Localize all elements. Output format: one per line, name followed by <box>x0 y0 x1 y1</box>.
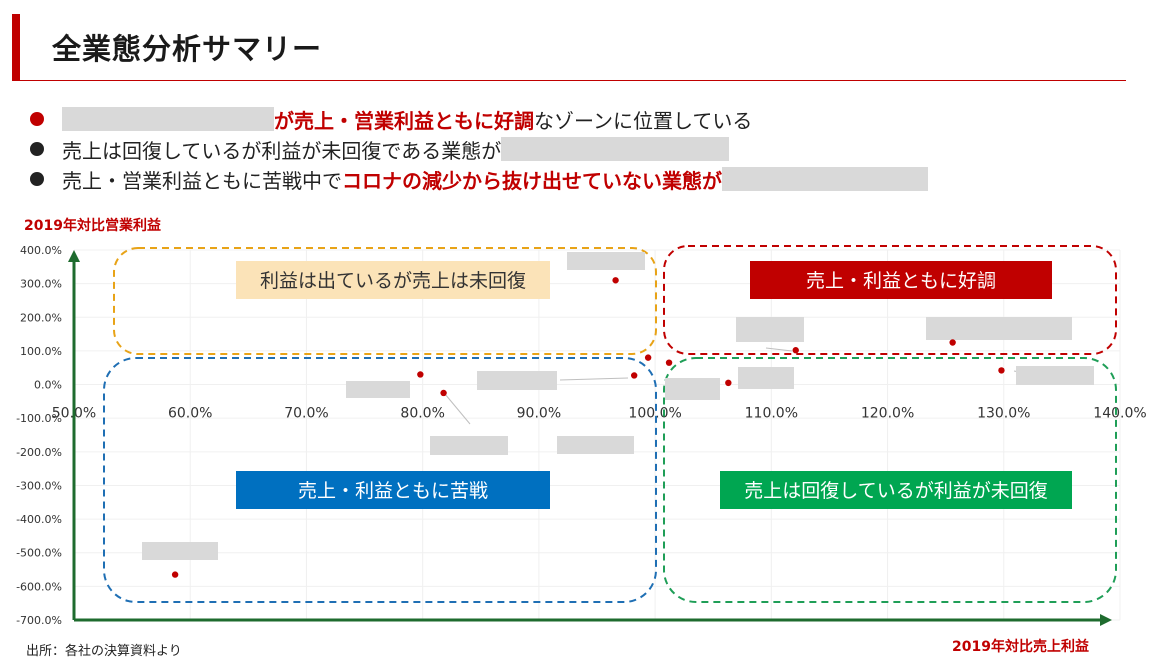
scatter-point <box>665 359 673 366</box>
redacted-label <box>1016 366 1094 385</box>
x-tick-label: 130.0% <box>977 406 1030 422</box>
y-tick-label: 300.0% <box>20 278 62 291</box>
redacted-label <box>738 367 794 389</box>
y-tick-label: 200.0% <box>20 311 62 324</box>
redacted-label <box>665 378 720 400</box>
bullet-dot <box>30 172 44 186</box>
zone-label-bg-profit-only <box>236 261 550 299</box>
scatter-point <box>792 347 799 354</box>
zone-label-sales-recovered: 売上は回復しているが利益が未回復 <box>744 480 1047 502</box>
zone-box-both-struggling <box>103 357 657 603</box>
zone-box-sales-recovered <box>663 357 1117 603</box>
scatter-point <box>630 372 638 379</box>
y-tick-label: -400.0% <box>16 513 62 526</box>
scatter-point <box>725 379 732 387</box>
redacted-label <box>346 381 410 398</box>
scatter-point <box>998 367 1005 374</box>
redacted-label <box>736 317 804 342</box>
title-accent-bar <box>12 14 20 80</box>
zone-label-both-struggling: 売上・利益ともに苦戦 <box>298 480 488 502</box>
redacted-label <box>430 436 508 455</box>
redacted-point-labels <box>142 252 1094 560</box>
x-axis-arrow-icon <box>1100 614 1112 626</box>
y-tick-label: 100.0% <box>20 345 62 358</box>
y-tick-label: -300.0% <box>16 479 62 492</box>
zone-box-profit-only <box>113 247 657 355</box>
x-tick-label: 70.0% <box>284 406 328 422</box>
page-title: 全業態分析サマリー <box>52 32 323 66</box>
bullet-list: が売上・営業利益ともに好調 なゾーンに位置している 売上は回復しているが利益が未… <box>30 104 928 194</box>
bullet-item-3: 売上・営業利益ともに苦戦中で コロナの減少から抜け出せていない業態が <box>30 164 928 194</box>
x-tick-label: 60.0% <box>168 406 212 422</box>
x-tick-label: 90.0% <box>517 406 561 422</box>
y-tick-label: -600.0% <box>16 580 62 593</box>
redacted-label <box>557 436 634 454</box>
scatter-point <box>644 354 652 361</box>
bullet-dot <box>30 142 44 156</box>
x-tick-label: 120.0% <box>861 406 914 422</box>
redacted-label <box>567 252 645 270</box>
scatter-point <box>171 571 179 578</box>
y-tick-label: -500.0% <box>16 547 62 560</box>
source-note: 出所：各社の決算資料より <box>26 644 182 659</box>
x-tick-label: 100.0% <box>628 406 681 422</box>
y-tick-label: -100.0% <box>16 412 62 425</box>
y-tick-label: 0.0% <box>34 379 62 392</box>
scatter-point <box>440 389 447 397</box>
zone-label-both-good: 売上・利益ともに好調 <box>806 270 996 292</box>
scatter-point <box>949 339 956 346</box>
bullet-item-1: が売上・営業利益ともに好調 なゾーンに位置している <box>30 104 928 134</box>
gridlines <box>73 249 1121 621</box>
y-axis-arrow-icon <box>68 250 80 262</box>
axes <box>72 260 1100 622</box>
x-tick-labels: 50.0%60.0%70.0%80.0%90.0%100.0%110.0%120… <box>52 406 1147 422</box>
scatter-point <box>612 277 619 284</box>
y-tick-label: 400.0% <box>20 244 62 257</box>
zone-label-bg-both-good <box>750 261 1052 299</box>
x-tick-label: 80.0% <box>400 406 444 422</box>
redacted-label <box>142 542 218 560</box>
redacted-text <box>722 167 928 191</box>
y-tick-label: -200.0% <box>16 446 62 459</box>
scatter-point <box>417 371 424 378</box>
redacted-label <box>477 371 557 390</box>
title-underline <box>12 80 1126 81</box>
bullet-dot-red <box>30 112 44 126</box>
zone-box-both-good <box>663 245 1117 355</box>
redacted-text <box>501 137 730 161</box>
redacted-label <box>926 317 1072 340</box>
x-tick-label: 110.0% <box>745 406 798 422</box>
zone-label-bg-both-struggling <box>236 471 550 509</box>
bullet-2-text: 売上は回復しているが利益が未回復である業態が <box>62 138 502 163</box>
bullet-1-highlight: が売上・営業利益ともに好調 <box>274 108 534 133</box>
bullet-1-text: なゾーンに位置している <box>534 108 753 133</box>
zone-label-profit-only: 利益は出ているが売上は未回復 <box>260 270 526 292</box>
y-tick-labels: 400.0% 300.0% 200.0% 100.0% 0.0% -100.0% -200.… <box>16 244 62 627</box>
bullet-3-highlight: コロナの減少から抜け出せていない業態が <box>342 168 722 193</box>
bullet-item-2: 売上は回復しているが利益が未回復である業態が <box>30 134 928 164</box>
y-tick-label: -700.0% <box>16 614 62 627</box>
bullet-3-text: 売上・営業利益ともに苦戦中で <box>62 168 342 193</box>
zone-label-bg-sales-recovered <box>720 471 1072 509</box>
data-points <box>171 277 1005 578</box>
x-tick-label: 140.0% <box>1093 406 1146 422</box>
y-axis-title: 2019年対比営業利益 <box>24 218 161 234</box>
redacted-text <box>62 107 274 131</box>
x-axis-title: 2019年対比売上利益 <box>952 639 1089 655</box>
